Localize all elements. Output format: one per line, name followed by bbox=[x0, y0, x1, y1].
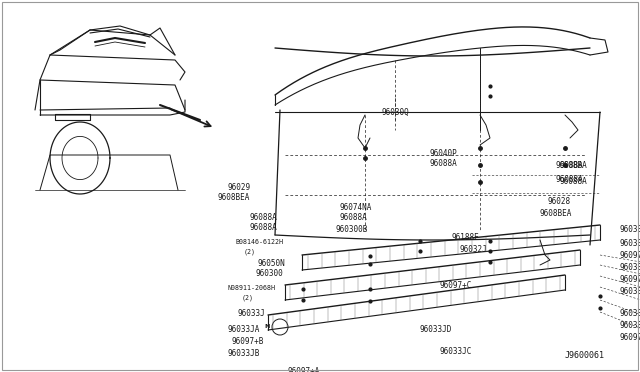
Text: J9600061: J9600061 bbox=[565, 350, 605, 359]
Text: 96088A: 96088A bbox=[430, 158, 458, 167]
Text: 96033JB: 96033JB bbox=[228, 350, 260, 359]
Text: 960300B: 960300B bbox=[335, 224, 367, 234]
Text: 96188E: 96188E bbox=[452, 234, 480, 243]
Text: 96097+B: 96097+B bbox=[620, 251, 640, 260]
Text: 96033J: 96033J bbox=[238, 308, 266, 317]
Text: 96097: 96097 bbox=[620, 334, 640, 343]
Text: 96088A: 96088A bbox=[340, 214, 368, 222]
Text: 96097+A: 96097+A bbox=[620, 276, 640, 285]
Text: 96040P: 96040P bbox=[430, 148, 458, 157]
Text: 96097+A: 96097+A bbox=[288, 368, 321, 372]
Text: 96032J: 96032J bbox=[460, 246, 488, 254]
Text: 9608BA: 9608BA bbox=[560, 160, 588, 170]
Text: 9608BEA: 9608BEA bbox=[540, 208, 572, 218]
Text: N: N bbox=[264, 324, 270, 330]
Text: 96033JC: 96033JC bbox=[440, 347, 472, 356]
Text: 96088A: 96088A bbox=[250, 214, 278, 222]
Text: 96030Q: 96030Q bbox=[381, 108, 409, 116]
Text: 96074NA: 96074NA bbox=[340, 202, 372, 212]
Text: 9608BEA: 9608BEA bbox=[218, 193, 250, 202]
Text: 96033JE: 96033JE bbox=[620, 321, 640, 330]
Text: 960300: 960300 bbox=[255, 269, 283, 279]
Text: (2): (2) bbox=[244, 249, 256, 255]
Text: 96033JC: 96033JC bbox=[620, 288, 640, 296]
Text: 96097+B: 96097+B bbox=[232, 337, 264, 346]
Text: (2): (2) bbox=[242, 295, 254, 301]
Text: 96050N: 96050N bbox=[258, 259, 285, 267]
Text: N08911-2068H: N08911-2068H bbox=[228, 285, 276, 291]
Text: 96088A: 96088A bbox=[555, 176, 583, 185]
Text: 96033JB: 96033JB bbox=[620, 263, 640, 273]
Text: 96029: 96029 bbox=[228, 183, 251, 192]
Text: 96088A: 96088A bbox=[250, 224, 278, 232]
Text: 96033JD: 96033JD bbox=[620, 308, 640, 317]
Text: 96097+C: 96097+C bbox=[440, 280, 472, 289]
Text: 96088A: 96088A bbox=[560, 177, 588, 186]
Text: 96033J: 96033J bbox=[620, 225, 640, 234]
Text: 9608BA: 9608BA bbox=[555, 160, 583, 170]
Text: B08146-6122H: B08146-6122H bbox=[235, 239, 283, 245]
Text: 96033JA: 96033JA bbox=[228, 326, 260, 334]
Text: 96028: 96028 bbox=[548, 198, 571, 206]
Text: 96033JA: 96033JA bbox=[620, 238, 640, 247]
Text: 96033JD: 96033JD bbox=[420, 326, 452, 334]
